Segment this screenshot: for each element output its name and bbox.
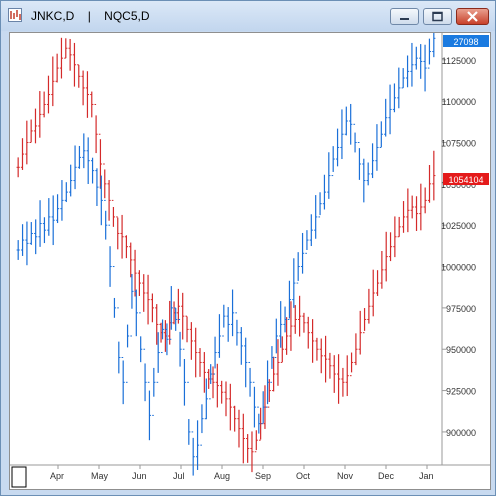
time-tick-label: Dec <box>378 471 395 481</box>
time-tick-label: Sep <box>255 471 271 481</box>
title-symbol-2: NQC5,D <box>104 9 150 23</box>
close-button[interactable] <box>456 8 489 25</box>
price-chart[interactable]: 1125000110000010750001050000102500010000… <box>10 19 490 489</box>
jnkc-last-value-box <box>443 173 489 185</box>
price-tick-label: 1075000 <box>441 139 476 149</box>
chart-area[interactable]: 1125000110000010750001050000102500010000… <box>9 19 491 490</box>
price-tick-label: 1000000 <box>441 263 476 273</box>
window-title: JNKC,D | NQC5,D <box>31 9 150 23</box>
price-tick-label: 1025000 <box>441 221 476 231</box>
time-tick-label: Nov <box>337 471 354 481</box>
time-tick-label: Jan <box>419 471 434 481</box>
time-tick-label: Jun <box>132 471 147 481</box>
time-tick-label: Aug <box>214 471 230 481</box>
jnkc-last-value-label: 1054104 <box>448 175 483 185</box>
minimize-icon <box>400 18 409 20</box>
time-tick-label: Oct <box>296 471 311 481</box>
title-symbol-1: JNKC,D <box>31 9 75 23</box>
app-chart-icon <box>8 8 22 22</box>
time-tick-label: Apr <box>50 471 64 481</box>
title-separator: | <box>87 9 91 23</box>
price-tick-label: 975000 <box>446 304 476 314</box>
price-tick-label: 925000 <box>446 387 476 397</box>
cursor-box[interactable] <box>11 466 27 488</box>
nqc5-last-value-label: 27098 <box>453 37 478 47</box>
close-icon <box>467 11 478 22</box>
time-tick-label: May <box>91 471 109 481</box>
title-bar[interactable]: JNKC,D | NQC5,D <box>1 1 495 31</box>
nqc5-last-value-box <box>443 35 489 47</box>
price-tick-label: 1100000 <box>442 97 476 107</box>
maximize-button[interactable] <box>423 8 452 25</box>
price-tick-label: 1125000 <box>442 56 476 66</box>
time-tick-label: Jul <box>173 471 185 481</box>
minimize-button[interactable] <box>390 8 419 25</box>
price-tick-label: 900000 <box>446 428 476 438</box>
price-tick-label: 950000 <box>446 345 476 355</box>
maximize-icon <box>432 11 443 22</box>
